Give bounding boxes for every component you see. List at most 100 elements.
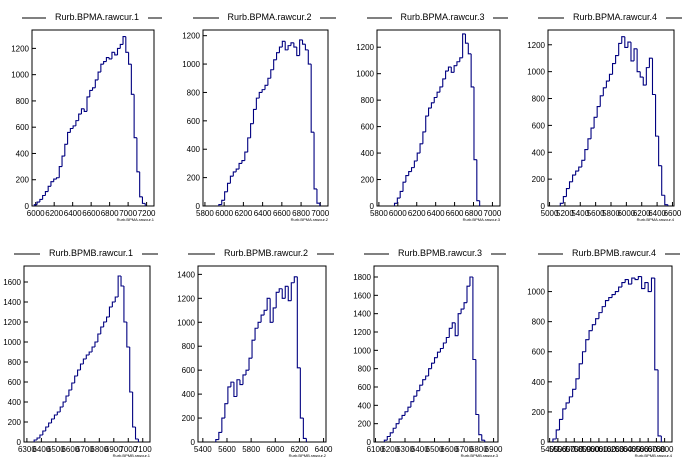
x-tick-label: 6400 — [64, 209, 82, 218]
histogram-bin — [389, 432, 394, 437]
y-tick-label: 1200 — [353, 328, 371, 337]
histogram-bin — [100, 326, 104, 334]
histogram-bin — [425, 115, 429, 132]
histogram-bin — [436, 91, 440, 98]
histogram-bin — [108, 306, 113, 317]
histogram-bin — [593, 116, 598, 129]
histogram-bin — [221, 417, 225, 433]
histogram-bin — [284, 41, 289, 51]
histogram-bin — [654, 278, 659, 371]
y-tick-label: 600 — [532, 121, 546, 130]
x-tick-label: 6200 — [606, 445, 624, 454]
histogram-bin — [568, 396, 573, 403]
y-tick-label: 1600 — [3, 278, 21, 287]
y-tick-label: 400 — [532, 148, 546, 157]
histogram-bin — [281, 288, 286, 299]
histogram-bin — [299, 39, 303, 56]
plot-frame — [202, 29, 329, 207]
histogram-bin — [242, 374, 246, 385]
histogram-bin — [281, 40, 286, 48]
histogram-bin — [91, 346, 95, 352]
histogram-bin — [456, 61, 460, 66]
histogram-bin — [39, 434, 43, 438]
histogram-bin — [42, 194, 46, 200]
histogram-bin — [74, 375, 78, 383]
y-tick-label: 400 — [8, 398, 22, 407]
histogram-bin — [111, 51, 115, 59]
histogram-bin — [296, 276, 301, 369]
histogram-bin — [618, 286, 622, 292]
histogram-bin — [133, 94, 137, 139]
histogram-bin — [578, 363, 583, 379]
histogram-title: Rurb.BPMA.rawcur.4 — [564, 10, 666, 24]
histogram-bin — [117, 275, 122, 297]
histogram-bin — [407, 406, 411, 412]
histogram-title: Rurb.BPMA.rawcur.2 — [218, 10, 321, 24]
histogram-bin — [299, 367, 304, 419]
histogram-bin — [68, 389, 72, 396]
histogram-bin — [227, 386, 231, 404]
x-tick-label: 6600 — [61, 445, 79, 454]
y-tick-label: 800 — [358, 365, 372, 374]
histogram-bin — [555, 429, 560, 439]
y-tick-label: 1000 — [356, 70, 374, 79]
histogram-bin — [404, 411, 408, 416]
histogram-bin — [287, 286, 292, 302]
x-axis-title: Rurb.BPMB.rawcur.4 — [635, 453, 673, 458]
histogram-bin — [405, 175, 409, 183]
histogram-bin — [657, 369, 662, 437]
histogram-bin — [428, 107, 432, 117]
histogram-bin — [266, 297, 271, 311]
histogram-bin — [123, 286, 127, 323]
histogram-bin — [275, 291, 280, 308]
histogram-bin — [302, 418, 307, 439]
histogram-bin — [122, 36, 126, 45]
histogram-bin — [478, 414, 482, 436]
histogram-panel: 0 200 400 600 800 1000 5400 5500 5600 5700 5800 590… — [522, 236, 696, 472]
histogram-bin — [111, 301, 116, 307]
x-axis-title: Rurb.BPMA.rawcur.4 — [637, 217, 675, 222]
histogram-bin — [218, 204, 222, 206]
histogram-bin — [442, 342, 447, 349]
histogram-bin — [454, 322, 459, 337]
x-tick-label: 5900 — [582, 445, 600, 454]
histogram-bin — [402, 181, 406, 192]
histogram-bin — [596, 106, 601, 118]
histogram-bin — [94, 341, 98, 347]
x-tick-label: 7000 — [484, 209, 502, 218]
x-tick-label: 5400 — [541, 445, 559, 454]
histogram-bin — [410, 167, 415, 172]
y-tick-label: 600 — [8, 378, 22, 387]
y-tick-label: 0 — [370, 202, 375, 211]
y-tick-label: 1200 — [177, 294, 195, 303]
histogram-bin — [562, 408, 567, 420]
histogram-bin — [257, 321, 262, 329]
x-tick-label: 6000 — [215, 209, 233, 218]
histogram-bin — [103, 321, 107, 327]
histogram-bin — [245, 369, 250, 375]
histogram-bin — [132, 392, 136, 428]
histogram-bin — [419, 143, 423, 154]
histogram-bin — [105, 57, 110, 62]
x-tick-label: 6500 — [426, 445, 444, 454]
x-tick-label: 6800 — [656, 445, 674, 454]
histogram-bin — [558, 418, 563, 430]
histogram-bin — [450, 67, 455, 73]
histogram-bin — [78, 113, 82, 121]
x-tick-label: 5800 — [370, 209, 388, 218]
histogram-bin — [71, 382, 75, 390]
x-axis-title: Rurb.BPMA.rawcur.1 — [117, 217, 155, 222]
histogram-bin — [584, 149, 588, 161]
histogram-bin — [416, 152, 421, 162]
histogram-bin — [447, 66, 452, 72]
histogram-panel: 0 200 400 600 800 1000 1200 5800 6000 6200 6400 660… — [174, 0, 348, 236]
histogram-bin — [645, 67, 650, 86]
histogram-bin — [114, 52, 118, 56]
x-tick-label: 6000 — [389, 209, 407, 218]
histogram-bin — [398, 418, 403, 424]
histogram-bin — [248, 357, 253, 371]
histogram-bin — [565, 187, 570, 197]
histogram-bin — [236, 379, 240, 397]
histogram-bin — [627, 41, 631, 48]
histogram-bin — [62, 401, 66, 407]
